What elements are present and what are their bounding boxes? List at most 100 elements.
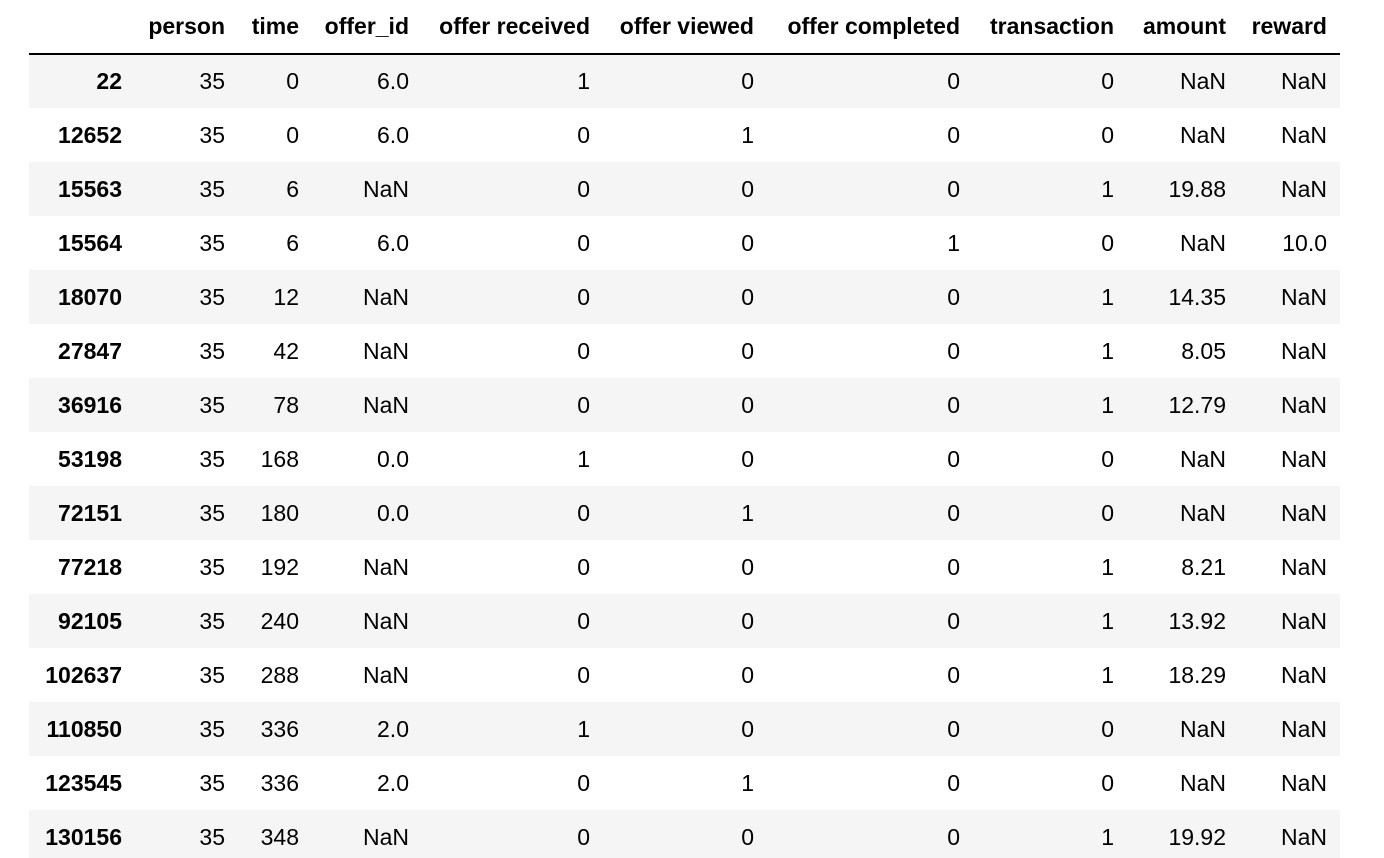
table-cell: 0	[577, 283, 590, 310]
row-index: 130156	[45, 823, 122, 850]
table-row: 72151 35 180 0.0 0 1 0 0 NaN NaN	[29, 486, 1340, 540]
table-cell: 0	[947, 68, 960, 94]
table-cell: 0	[741, 553, 754, 580]
table-cell: 1	[741, 769, 754, 796]
table-cell: 1	[947, 229, 960, 256]
table-cell: NaN	[1179, 68, 1226, 94]
dataframe-table: person time offer_id offer received offer vi…	[29, 0, 1340, 858]
column-header: time	[238, 0, 312, 55]
table-cell: 12.79	[1168, 391, 1226, 418]
table-cell: 0	[1101, 499, 1114, 526]
table-cell: 0.0	[377, 445, 409, 472]
table-cell: NaN	[1280, 553, 1327, 580]
row-index: 110850	[46, 715, 122, 742]
table-row: 102637 35 288 NaN 0 0 0 1 18.29 NaN	[29, 648, 1340, 702]
table-cell: 0.0	[377, 499, 409, 526]
row-index: 15563	[58, 175, 122, 202]
table-cell: 1	[1101, 391, 1114, 418]
table-cell: NaN	[362, 823, 409, 850]
row-index: 18070	[58, 283, 122, 310]
row-index: 77218	[58, 553, 122, 580]
table-cell: NaN	[1280, 68, 1327, 94]
table-cell: 1	[577, 715, 590, 742]
table-cell: 1	[1101, 607, 1114, 634]
row-index: 92105	[58, 607, 122, 634]
table-cell: 0	[947, 715, 960, 742]
table-cell: 0	[741, 283, 754, 310]
table-cell: NaN	[1280, 769, 1327, 796]
table-cell: NaN	[362, 553, 409, 580]
table-cell: NaN	[362, 175, 409, 202]
column-header: offer received	[422, 0, 603, 55]
table-cell: NaN	[1280, 715, 1327, 742]
table-body: 22 35 0 6.0 1 0 0 0 NaN NaN 12652 35 0 6.0 0 1 0 0 NaN NaN 1…	[29, 54, 1340, 858]
index-column-header	[29, 0, 135, 55]
table-cell: 0	[577, 499, 590, 526]
table-row: 27847 35 42 NaN 0 0 0 1 8.05 NaN	[29, 324, 1340, 378]
table-cell: 1	[1101, 337, 1114, 364]
table-cell: 0	[577, 337, 590, 364]
table-cell: 35	[199, 68, 225, 94]
row-index: 123545	[45, 769, 122, 796]
column-header: offer completed	[767, 0, 973, 55]
table-row: 53198 35 168 0.0 1 0 0 0 NaN NaN	[29, 432, 1340, 486]
table-cell: 168	[260, 445, 299, 472]
row-index: 36916	[58, 391, 122, 418]
table-cell: 6	[286, 175, 299, 202]
table-cell: 1	[1101, 283, 1114, 310]
table-cell: 0	[947, 337, 960, 364]
table-cell: 13.92	[1168, 607, 1226, 634]
table-cell: 0	[947, 769, 960, 796]
table-cell: 336	[260, 769, 299, 796]
column-header: person	[135, 0, 238, 55]
table-cell: 0	[741, 68, 754, 94]
table-cell: 0	[947, 553, 960, 580]
table-cell: 1	[1101, 823, 1114, 850]
table-cell: 180	[260, 499, 299, 526]
column-header: transaction	[973, 0, 1127, 55]
table-cell: NaN	[1179, 121, 1226, 148]
table-cell: 0	[577, 229, 590, 256]
table-cell: NaN	[1179, 769, 1226, 796]
column-header: offer_id	[312, 0, 422, 55]
table-cell: 0	[577, 121, 590, 148]
table-cell: NaN	[1179, 499, 1226, 526]
table-cell: 0	[741, 823, 754, 850]
table-cell: 35	[199, 661, 225, 688]
table-cell: 78	[273, 391, 299, 418]
table-row: 77218 35 192 NaN 0 0 0 1 8.21 NaN	[29, 540, 1340, 594]
table-cell: NaN	[1280, 175, 1327, 202]
table-cell: 35	[199, 715, 225, 742]
table-cell: 0	[577, 391, 590, 418]
table-cell: 0	[1101, 445, 1114, 472]
table-cell: 0	[741, 715, 754, 742]
table-cell: 42	[273, 337, 299, 364]
table-header: person time offer_id offer received offer vi…	[29, 0, 1340, 55]
table-cell: 35	[199, 229, 225, 256]
table-cell: 2.0	[377, 715, 409, 742]
table-row: 110850 35 336 2.0 1 0 0 0 NaN NaN	[29, 702, 1340, 756]
table-cell: 35	[199, 175, 225, 202]
table-cell: 18.29	[1168, 661, 1226, 688]
table-cell: 35	[199, 121, 225, 148]
table-cell: NaN	[362, 661, 409, 688]
table-cell: 0	[741, 337, 754, 364]
column-header: amount	[1127, 0, 1239, 55]
table-cell: NaN	[1280, 283, 1327, 310]
table-cell: 35	[199, 283, 225, 310]
table-cell: NaN	[1280, 121, 1327, 148]
row-index: 12652	[58, 121, 122, 148]
table-cell: 0	[577, 823, 590, 850]
table-cell: 0	[741, 661, 754, 688]
table-cell: 0	[1101, 229, 1114, 256]
table-cell: 10.0	[1282, 229, 1327, 256]
table-cell: 19.88	[1168, 175, 1226, 202]
table-cell: 6.0	[377, 121, 409, 148]
table-cell: 0	[947, 121, 960, 148]
table-cell: 1	[1101, 175, 1114, 202]
table-cell: 0	[286, 121, 299, 148]
table-cell: 0	[947, 607, 960, 634]
table-cell: 12	[273, 283, 299, 310]
table-cell: 35	[199, 607, 225, 634]
row-index: 102637	[45, 661, 122, 688]
